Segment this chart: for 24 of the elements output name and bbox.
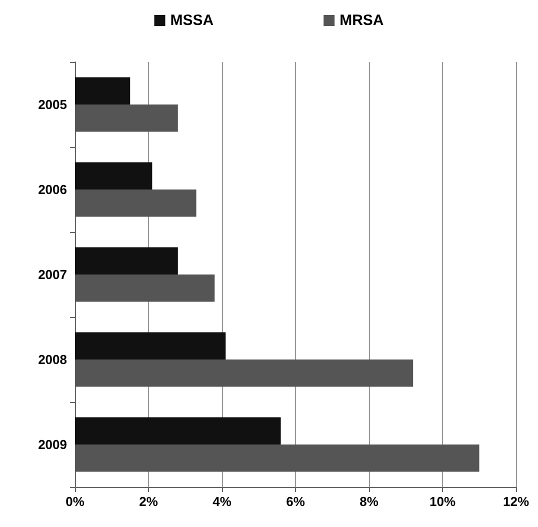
bar <box>75 417 281 444</box>
y-tick-label: 2005 <box>38 97 67 112</box>
x-tick-label: 10% <box>429 494 456 509</box>
bar <box>75 77 130 104</box>
y-tick-label: 2006 <box>38 182 67 197</box>
bar <box>75 332 226 360</box>
x-tick-label: 4% <box>212 494 232 509</box>
x-tick-label: 0% <box>66 494 85 509</box>
bar <box>75 444 480 472</box>
bar <box>75 104 178 132</box>
y-tick-label: 2007 <box>38 267 67 282</box>
legend-label: MRSA <box>340 12 384 29</box>
x-tick-label: 12% <box>502 494 530 509</box>
x-tick-label: 8% <box>360 494 379 509</box>
legend-label: MSSA <box>170 12 214 29</box>
bar <box>75 360 414 387</box>
x-tick-label: 2% <box>139 494 158 509</box>
bar <box>75 190 196 217</box>
y-tick-label: 2008 <box>38 352 67 367</box>
bar <box>75 247 178 274</box>
bar <box>75 162 152 190</box>
bar <box>75 274 215 302</box>
y-tick-label: 2009 <box>38 437 67 452</box>
x-tick-label: 6% <box>286 494 306 509</box>
